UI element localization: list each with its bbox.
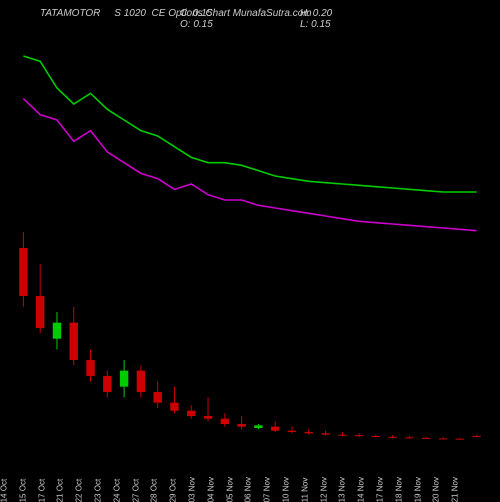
symbol-text: TATAMOTOR <box>40 8 100 19</box>
open-label: O: <box>180 19 191 30</box>
open-value: 0.15 <box>193 19 212 30</box>
high-label: H: <box>300 8 310 19</box>
chart-area <box>15 40 485 440</box>
ohlc-block: C: 0.15 H: 0.20 O: 0.15 L: 0.15 <box>180 8 360 30</box>
x-axis-label: 21 Nov <box>451 484 500 502</box>
close-value: 0.15 <box>193 8 212 19</box>
strike-text: S 1020 <box>114 8 146 19</box>
x-axis: 14 Oct15 Oct17 Oct21 Oct22 Oct23 Oct24 O… <box>15 450 485 500</box>
close-label: C: <box>180 8 190 19</box>
low-value: 0.15 <box>311 19 330 30</box>
low-label: L: <box>300 19 308 30</box>
high-value: 0.20 <box>313 8 332 19</box>
chart-svg <box>15 40 485 440</box>
